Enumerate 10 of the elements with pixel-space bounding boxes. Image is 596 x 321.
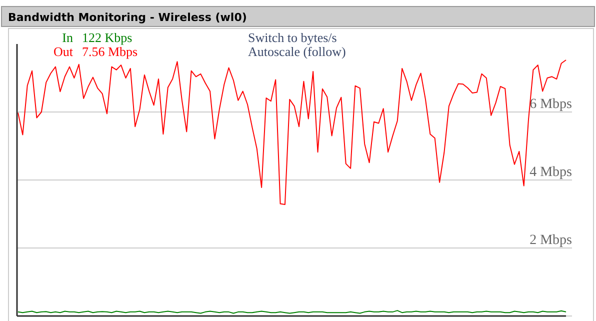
text: In bbox=[62, 30, 74, 45]
y-tick-label: 6 Mbps bbox=[530, 97, 572, 112]
y-tick-label: 2 Mbps bbox=[530, 233, 572, 248]
annotation: 122 Kbps bbox=[82, 30, 132, 45]
annotation: 7.56 Mbps bbox=[82, 44, 138, 59]
annotation: Autoscale (follow) bbox=[248, 44, 346, 59]
series-label: Out bbox=[54, 44, 74, 59]
y-tick-label: 4 Mbps bbox=[530, 165, 572, 180]
chart-title: Bandwidth Monitoring - Wireless (wl0) bbox=[8, 11, 247, 24]
annotation: Switch to bytes/s bbox=[248, 30, 337, 45]
